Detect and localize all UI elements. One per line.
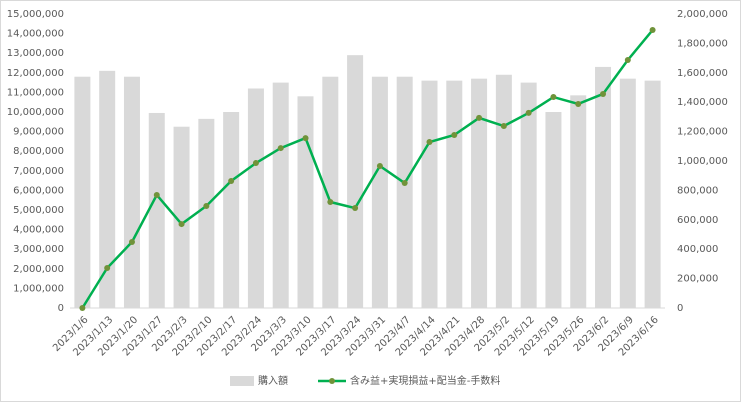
- y-tick-label: 0: [58, 303, 64, 314]
- y2-tick-label: 400,000: [677, 244, 718, 255]
- y2-tick-label: 1,800,000: [677, 38, 728, 49]
- marker: [525, 109, 532, 116]
- marker: [550, 94, 557, 101]
- bar: [99, 70, 116, 308]
- bar: [371, 76, 388, 308]
- bar: [421, 80, 438, 308]
- y-tick-label: 13,000,000: [7, 48, 64, 59]
- y-tick-label: 15,000,000: [7, 9, 64, 20]
- marker: [252, 160, 259, 167]
- bar: [644, 80, 661, 308]
- bar: [570, 95, 587, 308]
- legend-label: 購入額: [258, 374, 288, 387]
- bar: [520, 82, 537, 308]
- bar: [446, 80, 463, 308]
- y-tick-label: 12,000,000: [7, 68, 64, 79]
- y-tick-label: 3,000,000: [13, 244, 64, 255]
- y2-tick-label: 1,200,000: [677, 127, 728, 138]
- y-tick-label: 5,000,000: [13, 205, 64, 216]
- bar: [545, 112, 562, 308]
- legend-swatch: [230, 376, 254, 386]
- y-tick-label: 6,000,000: [13, 185, 64, 196]
- bar: [619, 78, 636, 309]
- marker: [128, 238, 135, 245]
- bar: [173, 126, 190, 308]
- marker: [500, 123, 507, 130]
- bar: [396, 76, 413, 308]
- marker: [228, 177, 235, 184]
- marker: [104, 265, 111, 272]
- marker: [575, 100, 582, 107]
- marker: [203, 202, 210, 209]
- marker: [476, 114, 483, 121]
- y2-tick-label: 800,000: [677, 185, 718, 196]
- bar: [495, 74, 512, 308]
- y-tick-label: 9,000,000: [13, 127, 64, 138]
- marker: [352, 205, 359, 212]
- marker: [153, 191, 160, 198]
- bar: [123, 76, 140, 308]
- y2-tick-label: 1,000,000: [677, 156, 728, 167]
- y-tick-label: 2,000,000: [13, 264, 64, 275]
- y2-tick-label: 1,600,000: [677, 68, 728, 79]
- bar: [297, 96, 314, 308]
- legend-label: 含み益+実現損益+配当金-手数料: [350, 374, 500, 387]
- y-tick-label: 14,000,000: [7, 29, 64, 40]
- bar: [471, 78, 488, 309]
- marker: [600, 90, 607, 97]
- marker: [649, 27, 656, 34]
- bar: [223, 112, 240, 308]
- legend-marker: [329, 378, 335, 384]
- bar: [247, 88, 264, 308]
- y-tick-label: 11,000,000: [7, 87, 64, 98]
- marker: [327, 199, 334, 206]
- y-tick-label: 8,000,000: [13, 146, 64, 157]
- y-tick-label: 4,000,000: [13, 225, 64, 236]
- marker: [451, 131, 458, 138]
- marker: [178, 221, 185, 228]
- marker: [302, 135, 309, 142]
- marker: [624, 57, 631, 64]
- y2-tick-label: 1,400,000: [677, 97, 728, 108]
- bar: [272, 82, 289, 308]
- y-tick-label: 10,000,000: [7, 107, 64, 118]
- y-tick-label: 7,000,000: [13, 166, 64, 177]
- bar: [347, 55, 364, 308]
- bar: [322, 76, 339, 308]
- y-tick-label: 1,000,000: [13, 283, 64, 294]
- bar: [198, 118, 215, 308]
- marker: [79, 305, 86, 311]
- y2-tick-label: 0: [677, 303, 683, 314]
- marker: [277, 145, 284, 152]
- y2-tick-label: 200,000: [677, 274, 718, 285]
- marker: [401, 180, 408, 187]
- bar: [595, 66, 612, 308]
- bar: [74, 76, 91, 308]
- line: [81, 29, 654, 309]
- bar: [148, 112, 165, 308]
- marker: [426, 139, 433, 146]
- y2-tick-label: 2,000,000: [677, 9, 728, 20]
- marker: [376, 162, 383, 169]
- y2-tick-label: 600,000: [677, 215, 718, 226]
